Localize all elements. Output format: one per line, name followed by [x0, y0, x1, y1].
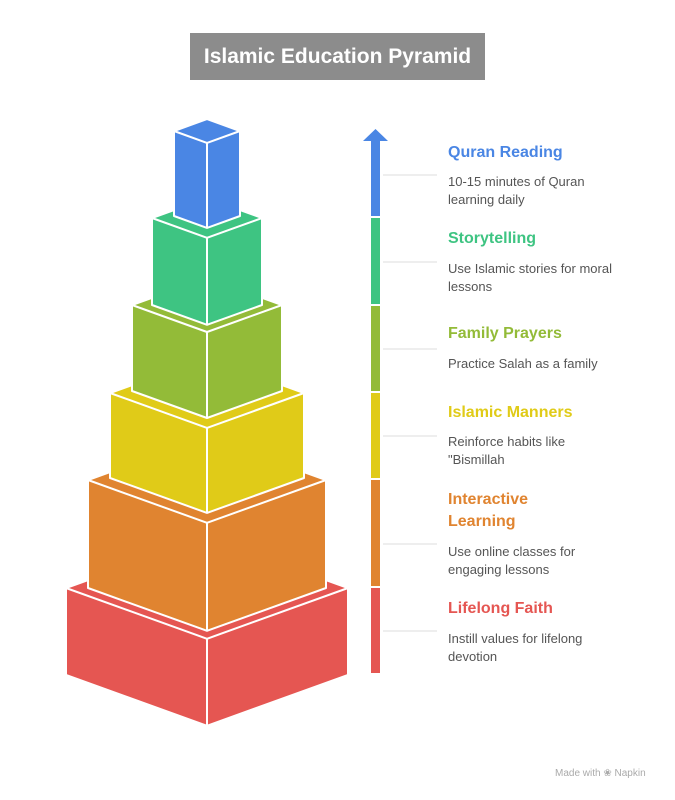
arrow-up-icon [363, 129, 388, 141]
progress-bar-segment [371, 393, 380, 478]
progress-bar-segment [371, 306, 380, 391]
level-title-family-prayers: Family Prayers [448, 325, 562, 342]
level-desc-quran-reading: 10-15 minutes of Quran learning daily [448, 174, 585, 207]
progress-bar-segment [371, 480, 380, 586]
level-desc-islamic-manners: Reinforce habits like "Bismillah [448, 434, 566, 467]
level-desc-storytelling: Use Islamic stories for moral lessons [448, 261, 612, 294]
level-desc-family-prayers: Practice Salah as a family [448, 356, 598, 371]
page-title: Islamic Education Pyramid [190, 33, 485, 80]
footer-credit: Made with ❀ Napkin [555, 768, 646, 779]
progress-bar-segment [371, 140, 380, 216]
progress-bar-segment [371, 588, 380, 673]
progress-bar-segment [371, 218, 380, 304]
level-title-storytelling: Storytelling [448, 230, 537, 247]
level-title-quran-reading: Quran Reading [448, 144, 563, 161]
level-desc-interactive-learning: Use online classes for engaging lessons [448, 544, 576, 577]
level-title-interactive-learning: Interactive Learning [448, 491, 529, 530]
level-title-lifelong-faith: Lifelong Faith [448, 600, 553, 617]
level-title-islamic-manners: Islamic Manners [448, 404, 573, 421]
level-desc-lifelong-faith: Instill values for lifelong devotion [448, 631, 583, 664]
